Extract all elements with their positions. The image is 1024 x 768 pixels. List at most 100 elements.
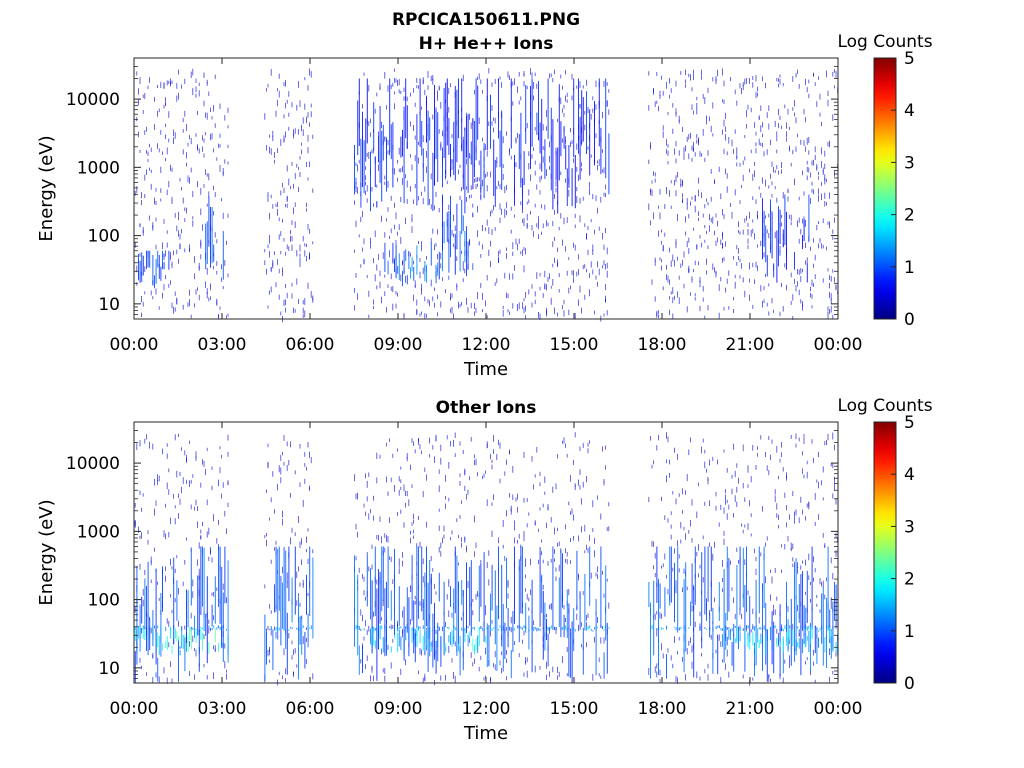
count-mark	[794, 511, 795, 517]
count-mark	[786, 138, 787, 142]
count-mark	[674, 260, 675, 267]
count-mark	[834, 69, 835, 73]
count-mark	[462, 278, 464, 283]
count-mark	[584, 524, 586, 532]
count-mark	[139, 563, 141, 570]
count-mark	[658, 230, 659, 237]
count-mark	[669, 459, 670, 465]
count-mark	[555, 150, 557, 180]
count-mark	[390, 286, 392, 291]
count-mark	[608, 627, 610, 629]
count-mark	[720, 504, 722, 510]
count-mark	[269, 649, 270, 656]
count-mark	[776, 230, 778, 283]
count-mark	[603, 313, 605, 317]
count-mark	[496, 156, 498, 164]
count-mark	[602, 149, 603, 153]
count-mark	[469, 476, 470, 481]
count-mark	[472, 610, 474, 616]
count-mark	[722, 99, 723, 103]
count-mark	[557, 118, 558, 123]
count-mark	[429, 437, 430, 444]
count-mark	[776, 513, 778, 518]
count-mark	[496, 186, 498, 190]
count-mark	[390, 646, 392, 653]
count-mark	[390, 624, 392, 630]
count-mark	[829, 676, 830, 683]
count-mark	[171, 199, 173, 205]
count-mark	[832, 493, 834, 499]
count-mark	[832, 463, 834, 469]
count-mark	[203, 72, 205, 79]
count-mark	[600, 127, 602, 175]
count-mark	[755, 148, 757, 154]
count-mark	[267, 83, 269, 88]
count-mark	[568, 145, 570, 188]
count-mark	[790, 301, 792, 305]
count-mark	[219, 546, 221, 624]
count-mark	[723, 80, 725, 87]
count-mark	[170, 81, 171, 87]
count-mark	[694, 152, 696, 157]
count-mark	[722, 577, 723, 583]
count-mark	[274, 626, 275, 631]
count-mark	[739, 627, 741, 631]
count-mark	[810, 286, 811, 292]
count-mark	[555, 576, 557, 582]
count-mark	[434, 244, 435, 251]
count-mark	[450, 441, 451, 447]
count-mark	[430, 573, 432, 604]
count-mark	[738, 230, 739, 234]
count-mark	[410, 186, 411, 192]
count-mark	[531, 455, 533, 462]
count-mark	[270, 194, 272, 199]
count-mark	[299, 602, 301, 607]
count-mark	[682, 181, 683, 187]
count-mark	[416, 114, 418, 206]
count-mark	[278, 546, 280, 611]
count-mark	[539, 176, 541, 183]
count-mark	[190, 504, 192, 510]
count-mark	[506, 292, 507, 299]
count-mark	[493, 127, 494, 133]
count-mark	[174, 132, 176, 139]
count-mark	[776, 131, 778, 138]
count-mark	[762, 143, 763, 148]
count-mark	[454, 641, 456, 647]
count-mark	[514, 214, 515, 218]
count-mark	[574, 483, 576, 488]
count-mark	[360, 264, 362, 268]
count-mark	[226, 528, 227, 535]
count-mark	[517, 507, 518, 513]
count-mark	[733, 443, 734, 450]
count-mark	[824, 441, 826, 446]
count-mark	[290, 235, 291, 242]
count-mark	[530, 558, 531, 566]
count-mark	[682, 488, 683, 495]
count-mark	[200, 626, 202, 640]
count-mark	[718, 634, 720, 641]
count-mark	[779, 458, 781, 463]
count-mark	[544, 204, 546, 210]
count-mark	[306, 466, 307, 471]
count-mark	[582, 85, 584, 89]
count-mark	[789, 145, 790, 151]
count-mark	[294, 309, 296, 313]
count-mark	[790, 221, 792, 226]
count-mark	[200, 254, 202, 260]
count-mark	[725, 134, 726, 141]
count-mark	[146, 126, 147, 132]
count-mark	[675, 586, 677, 594]
count-mark	[670, 205, 672, 209]
count-mark	[712, 77, 714, 82]
count-mark	[166, 618, 168, 624]
count-mark	[451, 612, 453, 618]
count-mark	[736, 262, 738, 266]
count-mark	[762, 177, 763, 184]
count-mark	[219, 144, 221, 148]
count-mark	[749, 634, 751, 650]
colorbar-tick-label: 3	[904, 517, 915, 537]
count-mark	[370, 628, 371, 645]
count-mark	[718, 312, 720, 319]
count-mark	[206, 82, 208, 86]
